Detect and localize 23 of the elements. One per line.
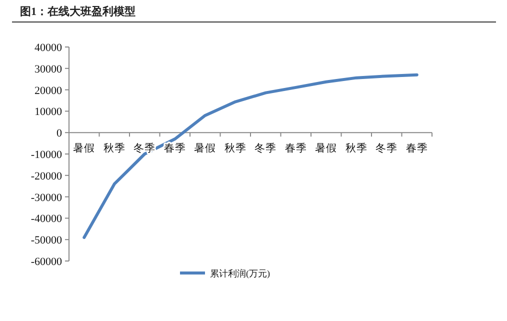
x-tick-label: 暑假 — [194, 142, 216, 155]
y-tick-label: 10000 — [34, 106, 62, 118]
x-tick-label: 暑假 — [73, 142, 96, 155]
x-tick-label: 秋季 — [345, 142, 368, 155]
y-tick-label: 30000 — [34, 63, 62, 76]
y-tick-label: -50000 — [30, 234, 62, 247]
y-tick-label: -20000 — [30, 170, 62, 182]
y-tick-label: 40000 — [34, 42, 62, 54]
y-tick-label: -10000 — [30, 149, 62, 161]
y-tick-label: -30000 — [30, 192, 62, 204]
x-tick-label: 秋季 — [103, 142, 126, 155]
x-tick-label: 冬季 — [376, 142, 398, 155]
x-tick-label: 春季 — [164, 142, 186, 155]
x-tick-label: 秋季 — [224, 142, 246, 155]
x-tick-label: 春季 — [406, 142, 428, 155]
y-tick-label: -40000 — [30, 213, 62, 226]
x-tick-label: 冬季 — [254, 142, 277, 155]
y-tick-label: 0 — [56, 128, 62, 140]
x-tick-label: 春季 — [284, 142, 307, 155]
x-tick-label: 暑假 — [315, 142, 338, 155]
y-tick-label: -60000 — [30, 256, 62, 268]
y-tick-label: 20000 — [34, 84, 62, 97]
title: 图1：在线大班盈利模型 — [20, 6, 136, 18]
